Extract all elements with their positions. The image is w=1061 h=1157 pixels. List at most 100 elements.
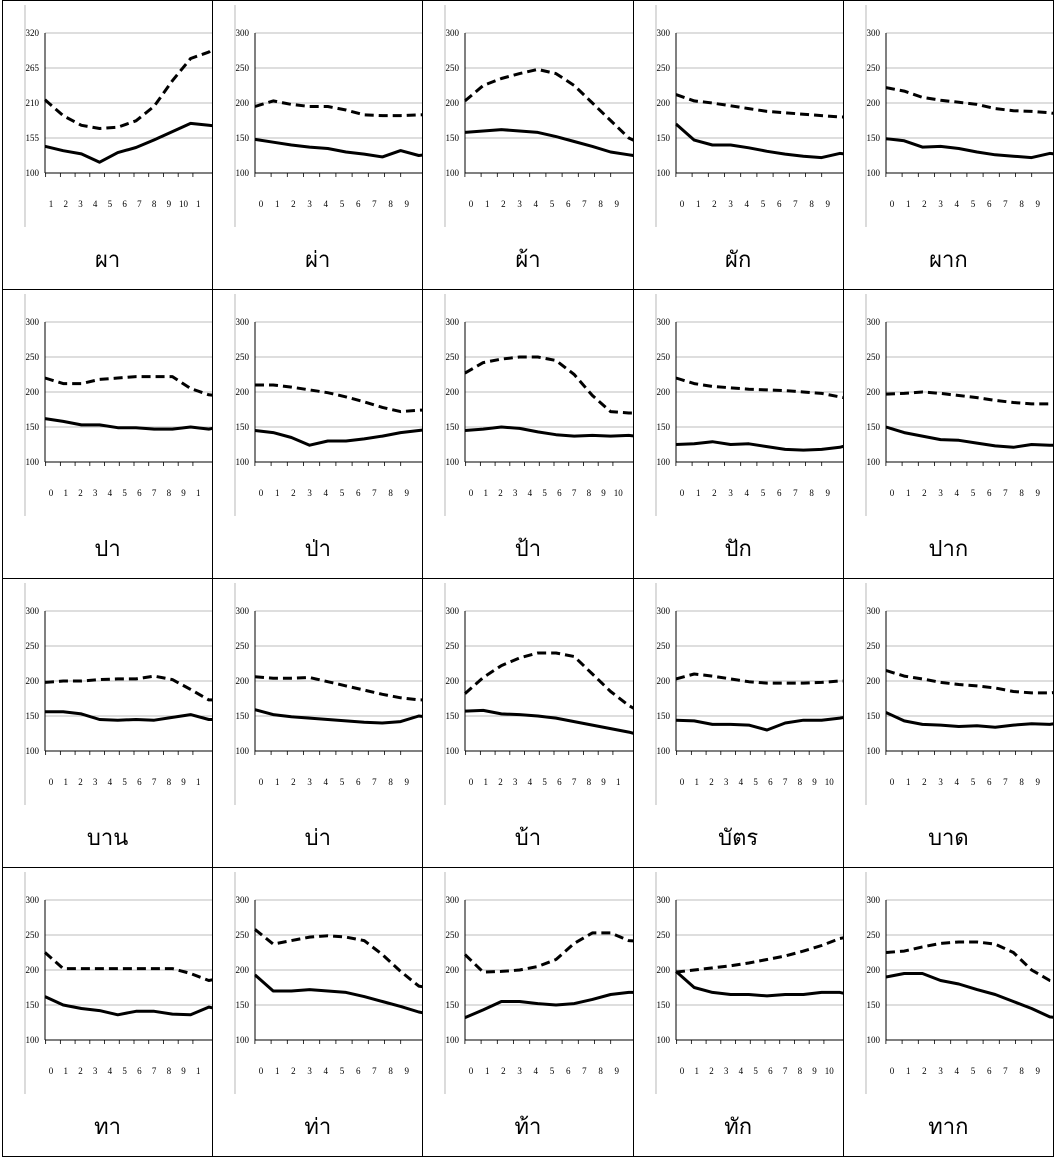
x-tick-label: 10 (614, 488, 624, 498)
word-label: ปัก (724, 537, 752, 562)
x-tick-label: 8 (1019, 1066, 1024, 1076)
word-label: บัตร (718, 826, 759, 851)
y-tick-label: 250 (26, 930, 40, 940)
chart-cell: 300 250 200 150 100 0 1 2 3 4 5 6 7 8 9 ท่า (212, 867, 424, 1157)
y-tick-label: 250 (866, 641, 880, 651)
chart-cell: 300 250 200 150 100 0 1 2 3 4 5 6 7 8 9 ผ่า (212, 0, 424, 290)
x-tick-label: 0 (890, 777, 895, 787)
y-tick-label: 300 (446, 317, 460, 327)
x-tick-label: 4 (744, 488, 749, 498)
word-label: บาด (928, 826, 969, 851)
x-tick-label: 3 (78, 199, 83, 209)
line-chart: 300 250 200 150 100 0 1 2 3 4 5 6 7 8 9 (445, 872, 633, 1094)
x-tick-label: 8 (587, 488, 592, 498)
x-tick-label: 9 (405, 777, 410, 787)
y-tick-label: 300 (236, 895, 250, 905)
solid-series-line (254, 137, 422, 159)
line-chart: 300 250 200 150 100 0 1 2 3 4 5 6 7 8 9 (655, 5, 843, 227)
line-chart: 300 250 200 150 100 0 1 2 3 4 5 6 7 8 9 10 (445, 294, 633, 516)
x-tick-label: 4 (954, 199, 959, 209)
x-tick-label: 4 (108, 777, 113, 787)
x-tick-label: 2 (922, 1066, 927, 1076)
x-tick-label: 8 (809, 488, 814, 498)
dashed-series-line (464, 67, 633, 141)
y-tick-label: 200 (236, 98, 250, 108)
y-tick-label: 300 (656, 895, 670, 905)
y-tick-label: 150 (236, 711, 250, 721)
word-label: ปา (94, 537, 121, 562)
solid-series-line (254, 708, 422, 725)
x-tick-label: 1 (63, 1066, 68, 1076)
x-tick-label: 5 (340, 777, 345, 787)
y-tick-label: 250 (656, 930, 670, 940)
y-tick-label: 300 (866, 317, 880, 327)
x-tick-label: 6 (356, 777, 361, 787)
x-tick-label: 4 (534, 1066, 539, 1076)
x-tick-label: 2 (499, 488, 504, 498)
x-tick-label: 1 (63, 488, 68, 498)
y-tick-label: 150 (656, 711, 670, 721)
y-tick-label: 150 (236, 133, 250, 143)
y-tick-label: 300 (446, 606, 460, 616)
solid-series-line (885, 972, 1053, 1019)
y-tick-label: 150 (656, 422, 670, 432)
x-tick-label: 3 (93, 777, 98, 787)
x-tick-label: 4 (108, 1066, 113, 1076)
x-tick-label: 10 (179, 199, 189, 209)
x-tick-label: 6 (356, 199, 361, 209)
x-tick-label: 4 (744, 199, 749, 209)
x-tick-label: 1 (906, 777, 911, 787)
x-tick-label: 9 (812, 777, 817, 787)
word-label: ผัก (725, 248, 752, 273)
y-tick-label: 100 (866, 1035, 880, 1045)
chart-cell: 300 250 200 150 100 0 1 2 3 4 5 6 7 8 9 10 ทัก (632, 867, 844, 1157)
chart-cell: 300 250 200 150 100 0 1 2 3 4 5 6 7 8 9 1 ทา (1, 867, 214, 1157)
y-tick-label: 200 (236, 676, 250, 686)
x-tick-label: 3 (308, 1066, 313, 1076)
y-tick-label: 250 (26, 641, 40, 651)
y-tick-label: 300 (866, 28, 880, 38)
line-chart: 300 250 200 150 100 0 1 2 3 4 5 6 7 8 9 (655, 294, 843, 516)
y-tick-label: 100 (446, 457, 460, 467)
x-tick-label: 9 (615, 1066, 620, 1076)
x-tick-label: 5 (340, 488, 345, 498)
y-tick-label: 150 (866, 711, 880, 721)
x-tick-label: 1 (696, 199, 701, 209)
y-tick-label: 150 (26, 711, 40, 721)
x-tick-label: 0 (679, 777, 684, 787)
y-tick-label: 250 (26, 352, 40, 362)
chart-cell: 300 250 200 150 100 0 1 2 3 4 5 6 7 8 9 1 บ้า (422, 578, 634, 868)
x-tick-label: 1 (906, 488, 911, 498)
chart-cell: 300 250 200 150 100 0 1 2 3 4 5 6 7 8 9 ผ้า (422, 0, 634, 290)
x-tick-label: 3 (938, 488, 943, 498)
x-tick-label: 5 (122, 1066, 127, 1076)
x-tick-label: 3 (308, 777, 313, 787)
line-chart: 300 250 200 150 100 0 1 2 3 4 5 6 7 8 9 (234, 583, 422, 805)
x-tick-label: 1 (196, 1066, 201, 1076)
x-tick-label: 6 (137, 777, 142, 787)
x-tick-label: 6 (356, 488, 361, 498)
x-tick-label: 1 (906, 1066, 911, 1076)
x-tick-label: 6 (557, 777, 562, 787)
y-tick-label: 250 (656, 63, 670, 73)
y-tick-label: 100 (446, 168, 460, 178)
x-tick-label: 1 (63, 777, 68, 787)
y-tick-label: 250 (866, 352, 880, 362)
chart-cell: 300 250 200 150 100 0 1 2 3 4 5 6 7 8 9 บ่า (212, 578, 424, 868)
x-tick-label: 2 (502, 199, 507, 209)
y-tick-label: 250 (236, 930, 250, 940)
word-label: ทัก (724, 1115, 753, 1140)
x-tick-label: 0 (49, 1066, 54, 1076)
word-label: ป้า (514, 537, 542, 562)
x-tick-label: 9 (1035, 488, 1040, 498)
x-tick-label: 1 (484, 488, 489, 498)
y-tick-label: 250 (866, 930, 880, 940)
x-tick-label: 8 (599, 199, 604, 209)
x-tick-label: 4 (954, 488, 959, 498)
y-tick-label: 300 (236, 317, 250, 327)
x-tick-label: 7 (1003, 488, 1008, 498)
y-tick-label: 100 (26, 457, 40, 467)
x-tick-label: 9 (405, 199, 410, 209)
